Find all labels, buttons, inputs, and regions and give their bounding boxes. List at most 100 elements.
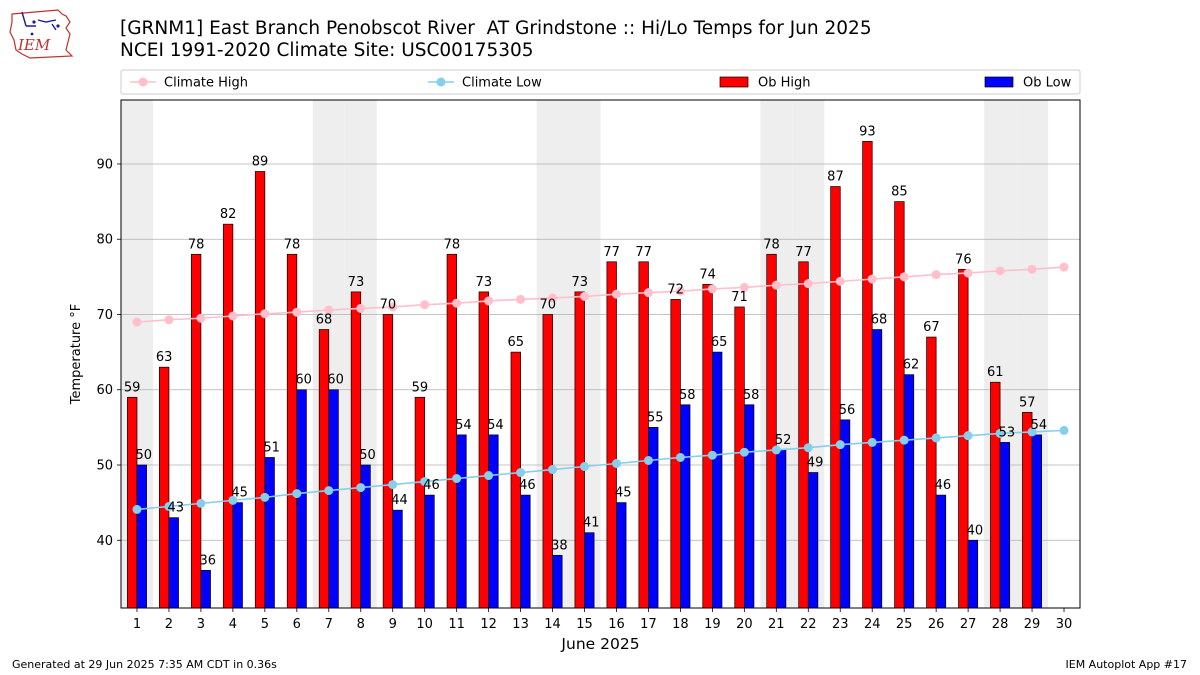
ob-high-bar [318, 329, 330, 609]
ob-high-label: 68 [316, 313, 333, 328]
climate-low-line [136, 429, 1065, 511]
ob-low-label: 58 [679, 388, 696, 403]
climate-low-point [580, 462, 590, 472]
climate-low-point [484, 471, 494, 481]
climate-low-point [931, 433, 941, 443]
ob-low-label: 54 [1031, 418, 1048, 433]
ob-low-bar [648, 427, 659, 609]
climate-low-point [739, 447, 749, 457]
ob-high-bar [286, 253, 298, 609]
x-tick-label: 3 [197, 617, 205, 632]
climate-high-point [1059, 262, 1069, 272]
climate-high-point [931, 270, 941, 280]
ob-high-bar [159, 366, 170, 609]
logo-text: IEM [17, 36, 51, 54]
climate-low-point [1027, 427, 1037, 437]
ob-high-label: 71 [731, 290, 748, 305]
legend-ob-high-swatch [719, 76, 749, 88]
ob-high-bar [606, 261, 617, 609]
climate-high-point [739, 282, 749, 292]
ob-high-label: 78 [188, 237, 205, 252]
x-tick-label: 19 [704, 617, 721, 632]
ob-low-label: 68 [871, 313, 888, 328]
ob-low-label: 45 [231, 486, 248, 501]
x-tick-label: 2 [165, 617, 173, 632]
x-axis-label: June 2025 [560, 635, 639, 653]
ob-low-bar [616, 502, 627, 609]
x-tick-label: 4 [229, 617, 237, 632]
climate-low-point [643, 455, 653, 465]
ob-high-label: 59 [412, 380, 429, 395]
y-tick-label: 60 [96, 383, 113, 398]
ob-low-label: 38 [551, 538, 568, 553]
ob-high-bar [478, 291, 489, 609]
ob-high-bar [1022, 411, 1033, 609]
climate-high-point [196, 313, 206, 323]
climate-low-point [611, 459, 621, 469]
ob-low-label: 56 [839, 403, 856, 418]
x-tick-label: 14 [544, 617, 561, 632]
x-tick-label: 26 [928, 617, 945, 632]
x-tick-label: 22 [800, 617, 817, 632]
ob-low-label: 58 [743, 388, 760, 403]
climate-high-point [643, 288, 653, 298]
x-tick-label: 10 [416, 617, 433, 632]
ob-low-label: 49 [807, 456, 824, 471]
ob-high-label: 77 [635, 245, 652, 260]
bar-value-labels: 59 63 78 82 89 78 68 73 70 59 78 73 65 70 73 77 77 72 74 71… [124, 124, 1047, 568]
y-tick-label: 70 [96, 308, 113, 323]
ob-low-label: 62 [903, 358, 920, 373]
climate-low-point [516, 468, 526, 478]
ob-low-label: 46 [423, 478, 440, 493]
climate-low-point [548, 465, 558, 475]
ob-high-label: 63 [156, 350, 173, 365]
legend-ob-low-label: Ob Low [1023, 76, 1072, 91]
ob-high-label: 78 [444, 237, 461, 252]
x-tick-label: 30 [1056, 617, 1073, 632]
ob-low-label: 43 [167, 501, 184, 516]
climate-high-point [228, 311, 238, 321]
climate-low-point [867, 437, 877, 447]
legend-ob-low-swatch [984, 76, 1014, 88]
ob-high-bar [702, 284, 713, 609]
ob-high-label: 73 [571, 275, 588, 290]
ob-high-label: 93 [859, 124, 876, 139]
climate-low-point [420, 477, 430, 487]
x-tick-label: 12 [480, 617, 497, 632]
climate-low-point [228, 495, 238, 505]
climate-low-point [260, 492, 270, 502]
ob-low-bar [168, 517, 179, 609]
climate-high-point [1027, 264, 1037, 274]
ob-high-bar [414, 396, 426, 609]
climate-high-point [132, 317, 142, 327]
climate-low-point [899, 435, 909, 445]
ob-high-bar [638, 261, 649, 609]
ob-low-label: 45 [615, 486, 632, 501]
climate-low-point [356, 483, 366, 493]
x-tick-label: 8 [357, 617, 365, 632]
climate-high-line [136, 266, 1065, 323]
climate-high-point [356, 303, 366, 313]
y-tick-label: 40 [96, 534, 113, 549]
legend: Climate High Climate Low Ob High Ob Low [120, 69, 1081, 95]
chart-subtitle: NCEI 1991-2020 Climate Site: USC00175305 [120, 40, 534, 61]
ob-high-label: 65 [508, 335, 525, 350]
ob-low-label: 44 [391, 493, 408, 508]
x-tick-label: 27 [960, 617, 977, 632]
x-tick-label: 6 [293, 617, 301, 632]
app-credit: IEM Autoplot App #17 [1065, 658, 1188, 671]
climate-low-point [132, 504, 142, 514]
ob-high-bar [254, 171, 266, 609]
ob-high-bar [990, 381, 1001, 609]
ob-high-label: 67 [923, 320, 940, 335]
ob-high-label: 72 [667, 282, 684, 297]
x-tick-label: 17 [640, 617, 657, 632]
ob-low-bar [743, 404, 755, 609]
y-tick-label: 50 [96, 459, 113, 474]
ob-low-bar [456, 434, 467, 609]
ob-high-bar [926, 336, 937, 609]
ob-low-label: 46 [519, 478, 536, 493]
climate-high-point [292, 307, 302, 317]
iem-logo: IEM [9, 9, 74, 59]
climate-low-point [771, 445, 781, 455]
